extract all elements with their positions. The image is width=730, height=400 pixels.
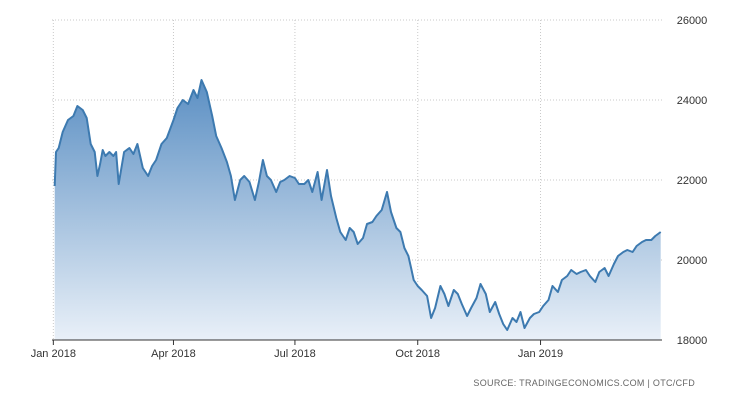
source-label: SOURCE: TRADINGECONOMICS.COM | OTC/CFD: [473, 378, 695, 388]
x-tick-label: Jul 2018: [274, 348, 316, 360]
y-tick-label: 20000: [677, 255, 708, 267]
y-tick-label: 26000: [677, 15, 708, 27]
y-tick-label: 18000: [677, 335, 708, 347]
x-tick-label: Jan 2018: [31, 348, 76, 360]
x-tick-label: Jan 2019: [518, 348, 563, 360]
y-tick-label: 22000: [677, 175, 708, 187]
x-tick-label: Apr 2018: [151, 348, 196, 360]
y-axis: 18000 20000 22000 24000 26000: [677, 15, 708, 347]
series-line: [53, 79, 662, 331]
x-axis: Jan 2018 Apr 2018 Jul 2018 Oct 2018 Jan 2019: [31, 340, 563, 360]
x-tick-label: Oct 2018: [395, 348, 440, 360]
series-area: [54, 80, 661, 340]
y-tick-label: 24000: [677, 95, 708, 107]
